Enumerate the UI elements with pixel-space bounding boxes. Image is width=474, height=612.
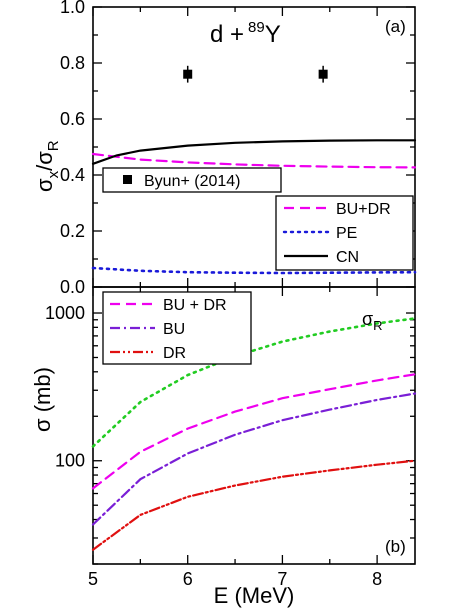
panel-b-ytick-label: 100 [55,451,85,471]
panel-b: 5 6 7 8 100 1000 (b) σ (mb) E (MeV) σR BU + D… [30,286,417,608]
series-pe [91,266,417,275]
panel-a-ytick-label: 0.6 [60,109,85,129]
panel-a-points [183,65,328,83]
points-legend-label: Byun+ (2014) [144,173,241,190]
panel-a-ytick-label: 0.2 [60,221,85,241]
points-legend-marker [123,175,132,184]
series-b-bu-dr [91,373,417,490]
panel-b-ylabel: σ (mb) [30,367,55,432]
panel-b-label: (b) [385,537,406,556]
panel-a-ytick-label: 0.0 [60,277,85,297]
panel-a-title: d +89Y [210,19,281,48]
panel-a-curves [91,139,417,275]
panel-a-ytick-label: 0.4 [60,165,85,185]
legend-label-bu: BU [163,321,185,338]
legend-label-dr: DR [163,345,186,362]
panel-a: 0.0 0.2 0.4 0.6 0.8 1.0 d +89Y (a) σx/σR Byun… [32,0,417,297]
panel-b-ytick-label: 1000 [45,303,85,323]
panel-b-frame [92,286,416,565]
x-tick-label: 6 [183,569,193,589]
x-axis-label: E (MeV) [214,583,295,608]
panel-a-legend: BU+DR PE CN [275,195,414,271]
x-tick-label: 7 [277,569,287,589]
panel-a-ytick-label: 0.8 [60,53,85,73]
panel-b-legend: BU + DR BU DR [102,291,252,365]
x-tick-label: 8 [372,569,382,589]
panel-a-ytick-label: 1.0 [60,0,85,17]
data-point [318,69,328,79]
x-tick-label: 5 [88,569,98,589]
series-bu-dr [91,152,417,169]
sigma-r-curve-label: σR [362,309,383,333]
panel-b-curves [91,317,417,551]
panel-b-ticks: 5 6 7 8 100 1000 [45,287,415,589]
points-legend-box [102,167,282,193]
panel-a-points-legend: Byun+ (2014) [102,167,282,193]
series-b-bu [91,392,417,526]
series-b--r [91,317,417,448]
data-point [183,69,193,79]
series-b-dr [91,459,417,551]
series-cn [91,139,417,165]
legend-label-bu-dr: BU+DR [336,201,391,218]
panel-a-ylabel: σx/σR [32,140,62,192]
legend-label-bu-plus-dr: BU + DR [163,297,227,314]
legend-label-pe: PE [336,225,357,242]
panel-a-label: (a) [385,17,406,36]
legend-label-cn: CN [336,249,359,266]
